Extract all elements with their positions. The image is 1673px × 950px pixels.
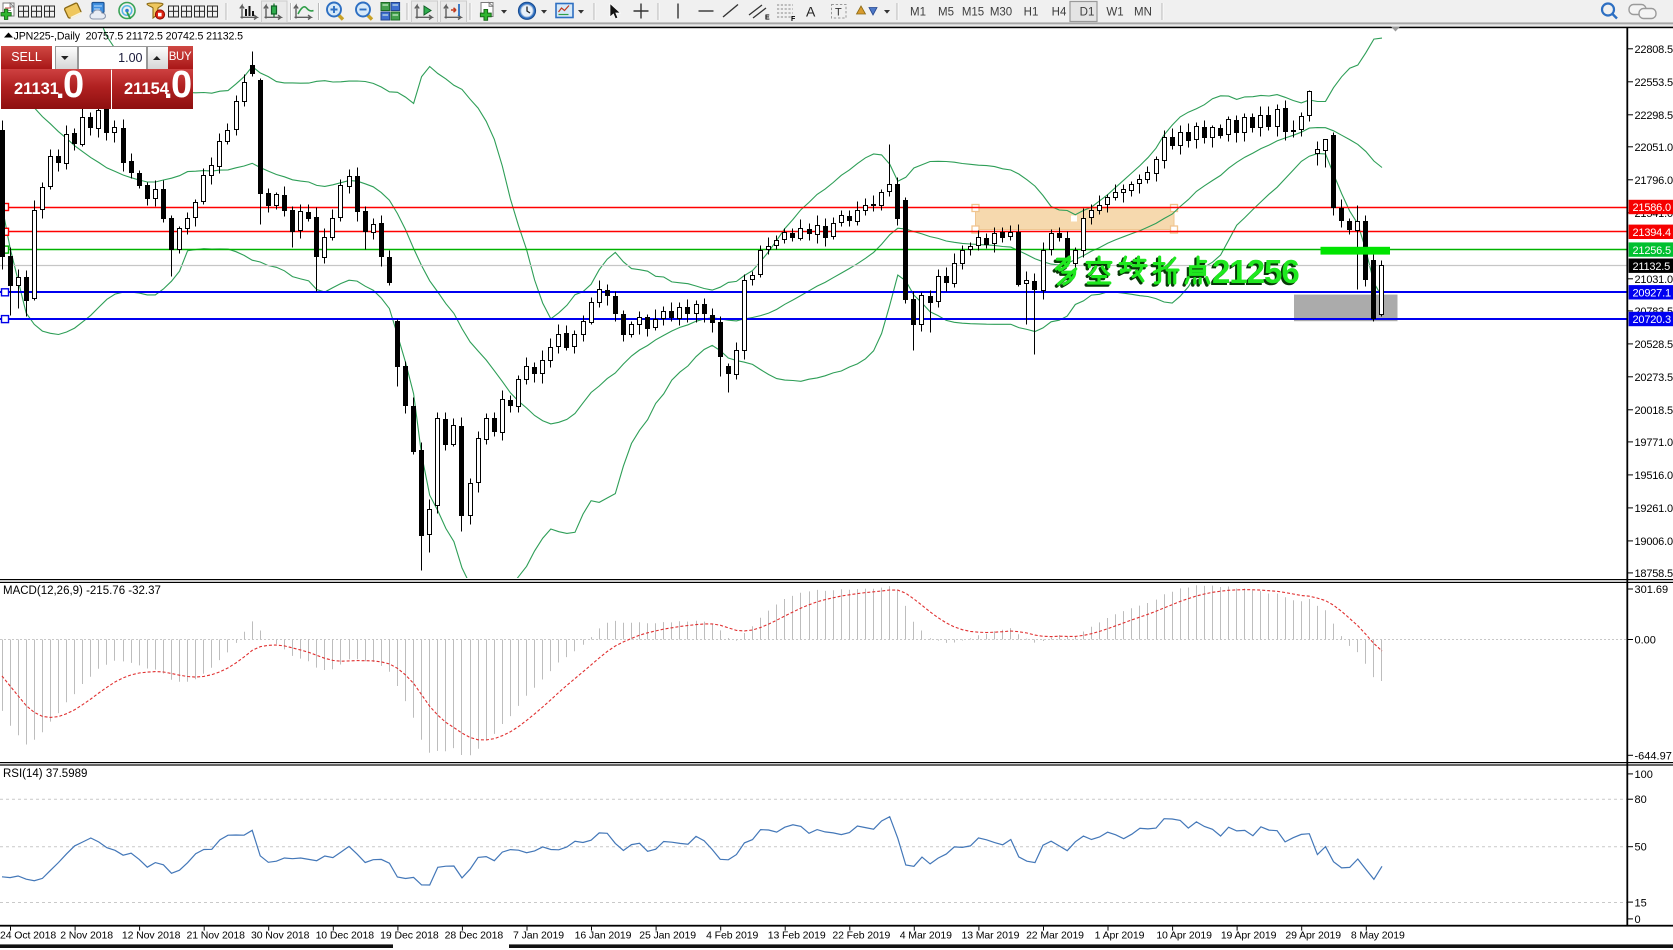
svg-text:22298.5: 22298.5 xyxy=(1635,110,1673,122)
svg-text:0: 0 xyxy=(1635,914,1641,926)
svg-text:4 Mar 2019: 4 Mar 2019 xyxy=(900,930,952,942)
svg-text:19771.0: 19771.0 xyxy=(1635,437,1673,449)
svg-text:22 Feb 2019: 22 Feb 2019 xyxy=(832,930,890,942)
svg-text:18758.5: 18758.5 xyxy=(1635,568,1673,580)
svg-text:24 Oct 2018: 24 Oct 2018 xyxy=(0,930,56,942)
svg-text:22 Mar 2019: 22 Mar 2019 xyxy=(1026,930,1084,942)
svg-text:13 Feb 2019: 13 Feb 2019 xyxy=(768,930,826,942)
svg-text:21132.5: 21132.5 xyxy=(1633,261,1671,273)
svg-text:15: 15 xyxy=(1635,898,1647,910)
svg-text:21 Nov 2018: 21 Nov 2018 xyxy=(186,930,245,942)
svg-text:T: T xyxy=(835,7,842,19)
svg-text:19 Dec 2018: 19 Dec 2018 xyxy=(380,930,439,942)
svg-text:H1: H1 xyxy=(1024,7,1039,19)
svg-text:10 Dec 2018: 10 Dec 2018 xyxy=(316,930,375,942)
svg-text:MN: MN xyxy=(1134,7,1152,19)
svg-text:JPN225-,Daily 20757.5 21172.5: JPN225-,Daily 20757.5 21172.5 20742.5 21… xyxy=(14,31,244,43)
svg-text:RSI(14) 37.5989: RSI(14) 37.5989 xyxy=(3,768,87,780)
svg-text:21256: 21256 xyxy=(1212,253,1299,290)
svg-text:19516.0: 19516.0 xyxy=(1635,470,1673,482)
svg-text:20273.5: 20273.5 xyxy=(1635,372,1673,384)
svg-text:20018.5: 20018.5 xyxy=(1635,405,1673,417)
svg-text:19261.0: 19261.0 xyxy=(1635,503,1673,515)
svg-text:29 Apr 2019: 29 Apr 2019 xyxy=(1285,930,1341,942)
svg-text:301.69: 301.69 xyxy=(1635,584,1669,596)
svg-text:1 Apr 2019: 1 Apr 2019 xyxy=(1095,930,1145,942)
svg-text:8 May 2019: 8 May 2019 xyxy=(1351,930,1405,942)
svg-text:21256: 21256 xyxy=(1210,255,1297,292)
svg-text:E: E xyxy=(765,15,770,22)
svg-text:M1: M1 xyxy=(910,7,926,19)
svg-text:19 Apr 2019: 19 Apr 2019 xyxy=(1221,930,1277,942)
svg-text:22808.5: 22808.5 xyxy=(1635,44,1673,56)
svg-text:80: 80 xyxy=(1635,794,1647,806)
svg-text:12 Nov 2018: 12 Nov 2018 xyxy=(122,930,181,942)
svg-text:H4: H4 xyxy=(1052,7,1067,19)
svg-text:7 Jan 2019: 7 Jan 2019 xyxy=(513,930,564,942)
svg-text:100: 100 xyxy=(1635,769,1653,781)
svg-text:0.00: 0.00 xyxy=(1635,635,1656,647)
svg-text:-644.97: -644.97 xyxy=(1635,750,1672,762)
svg-text:21256.5: 21256.5 xyxy=(1633,245,1671,257)
svg-text:M15: M15 xyxy=(962,7,984,19)
svg-text:20720.3: 20720.3 xyxy=(1633,314,1671,326)
svg-text:50: 50 xyxy=(1635,842,1647,854)
svg-text:2 Nov 2018: 2 Nov 2018 xyxy=(60,930,113,942)
svg-text:F: F xyxy=(791,16,796,23)
svg-text:10 Apr 2019: 10 Apr 2019 xyxy=(1156,930,1212,942)
svg-text:MACD(12,26,9) -215.76 -32.37: MACD(12,26,9) -215.76 -32.37 xyxy=(3,585,161,597)
svg-text:25 Jan 2019: 25 Jan 2019 xyxy=(639,930,696,942)
svg-text:21031.0: 21031.0 xyxy=(1635,274,1673,286)
svg-text:28 Dec 2018: 28 Dec 2018 xyxy=(445,930,504,942)
svg-text:A: A xyxy=(806,4,816,20)
svg-text:W1: W1 xyxy=(1106,7,1123,19)
svg-text:M30: M30 xyxy=(990,7,1012,19)
svg-text:21796.0: 21796.0 xyxy=(1635,175,1673,187)
svg-text:30 Nov 2018: 30 Nov 2018 xyxy=(251,930,310,942)
svg-text:D1: D1 xyxy=(1080,7,1095,19)
svg-text:13 Mar 2019: 13 Mar 2019 xyxy=(961,930,1019,942)
svg-text:20528.5: 20528.5 xyxy=(1635,339,1673,351)
svg-text:20927.1: 20927.1 xyxy=(1633,288,1671,300)
svg-text:22553.5: 22553.5 xyxy=(1635,77,1673,89)
svg-text:M5: M5 xyxy=(938,7,954,19)
svg-text:22051.0: 22051.0 xyxy=(1635,142,1673,154)
svg-text:21394.4: 21394.4 xyxy=(1633,227,1671,239)
svg-text:19006.0: 19006.0 xyxy=(1635,536,1673,548)
svg-text:16 Jan 2019: 16 Jan 2019 xyxy=(575,930,632,942)
svg-text:21586.0: 21586.0 xyxy=(1633,202,1671,214)
svg-text:4 Feb 2019: 4 Feb 2019 xyxy=(706,930,758,942)
